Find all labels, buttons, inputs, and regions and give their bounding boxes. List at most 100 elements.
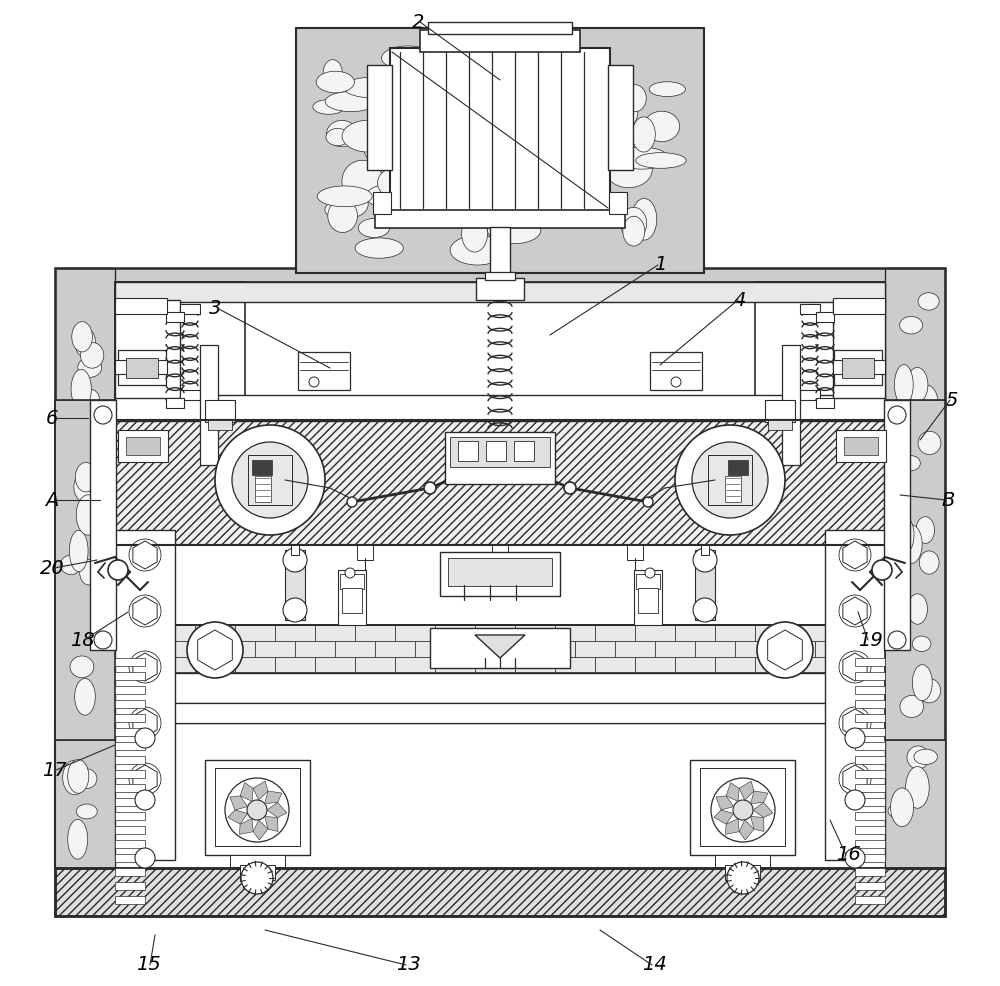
Ellipse shape (178, 722, 223, 761)
Ellipse shape (618, 787, 639, 808)
Bar (695, 641, 735, 657)
Bar (685, 781, 730, 796)
Ellipse shape (644, 111, 680, 142)
Bar (865, 810, 910, 824)
Bar (515, 657, 555, 673)
Bar (825, 530, 885, 860)
Bar (798, 766, 842, 781)
Ellipse shape (628, 353, 676, 387)
Bar (115, 723, 885, 868)
Polygon shape (843, 597, 867, 625)
Bar (55, 268, 945, 868)
Bar (855, 784, 885, 792)
Bar (415, 839, 460, 854)
Ellipse shape (149, 765, 173, 798)
Ellipse shape (500, 657, 542, 671)
Circle shape (347, 497, 357, 507)
Ellipse shape (433, 342, 484, 368)
Polygon shape (198, 630, 232, 670)
Circle shape (135, 848, 155, 868)
Bar (618, 796, 662, 810)
Ellipse shape (74, 471, 97, 502)
Bar (325, 781, 370, 796)
Ellipse shape (663, 422, 712, 449)
Ellipse shape (342, 455, 368, 485)
Bar (798, 824, 842, 839)
Ellipse shape (580, 475, 611, 500)
Bar (370, 752, 415, 766)
Bar (730, 723, 775, 738)
Bar (855, 896, 885, 904)
Bar (885, 723, 945, 868)
Ellipse shape (914, 507, 936, 536)
Bar (255, 476, 271, 502)
Ellipse shape (268, 551, 292, 574)
Ellipse shape (118, 574, 169, 595)
Bar (638, 588, 658, 613)
Ellipse shape (615, 147, 668, 170)
Ellipse shape (404, 453, 430, 474)
Bar (296, 28, 704, 273)
Ellipse shape (349, 460, 388, 489)
Polygon shape (133, 709, 157, 737)
Ellipse shape (325, 201, 354, 219)
Bar (392, 766, 438, 781)
Ellipse shape (290, 549, 332, 568)
Polygon shape (253, 819, 268, 840)
Bar (528, 766, 572, 781)
Ellipse shape (392, 71, 422, 101)
Ellipse shape (225, 484, 278, 524)
Ellipse shape (888, 804, 909, 818)
Circle shape (733, 800, 753, 820)
Ellipse shape (831, 761, 885, 795)
Bar (708, 824, 753, 839)
Circle shape (675, 425, 785, 535)
Polygon shape (228, 810, 248, 824)
Ellipse shape (464, 445, 513, 482)
Bar (595, 625, 635, 641)
Bar (618, 824, 662, 839)
Ellipse shape (144, 587, 167, 614)
Ellipse shape (323, 59, 342, 86)
Ellipse shape (829, 408, 853, 426)
Ellipse shape (823, 734, 862, 775)
Polygon shape (714, 810, 734, 824)
Bar (888, 824, 932, 839)
Text: 3: 3 (209, 299, 221, 317)
Ellipse shape (704, 495, 734, 525)
Bar (118, 350, 166, 385)
Ellipse shape (605, 151, 652, 187)
Ellipse shape (233, 316, 254, 351)
Bar (280, 781, 325, 796)
Bar (618, 738, 662, 752)
Ellipse shape (282, 490, 314, 526)
Ellipse shape (331, 663, 362, 694)
Bar (438, 766, 482, 781)
Ellipse shape (68, 539, 88, 555)
Bar (212, 854, 258, 868)
Bar (180, 304, 200, 314)
Ellipse shape (226, 654, 266, 695)
Ellipse shape (197, 794, 225, 833)
Ellipse shape (636, 539, 675, 567)
Ellipse shape (376, 629, 400, 655)
Ellipse shape (547, 451, 569, 491)
Bar (115, 298, 167, 314)
Ellipse shape (560, 629, 593, 650)
Ellipse shape (425, 653, 447, 682)
Bar (212, 738, 258, 752)
Ellipse shape (76, 804, 97, 819)
Bar (855, 812, 885, 820)
Bar (685, 752, 730, 766)
Bar (370, 839, 415, 854)
Ellipse shape (611, 379, 665, 410)
Ellipse shape (660, 619, 683, 643)
Bar (885, 723, 945, 868)
Circle shape (693, 548, 717, 572)
Ellipse shape (527, 140, 558, 176)
Circle shape (94, 406, 112, 424)
Ellipse shape (700, 356, 749, 393)
Polygon shape (265, 816, 278, 831)
Ellipse shape (78, 688, 96, 706)
Bar (842, 854, 888, 868)
